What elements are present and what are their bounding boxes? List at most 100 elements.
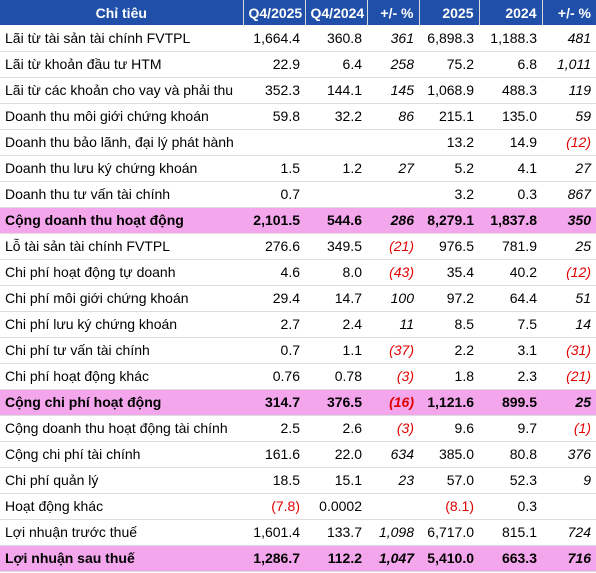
row-q4-2025: 18.5 [243,467,305,494]
row-label: Cộng doanh thu hoạt động [0,207,243,234]
row-label: Doanh thu tư vấn tài chính [0,181,243,208]
table-row: Doanh thu tư vấn tài chính 0.7 3.2 0.3 867 [0,181,596,208]
row-y-change: (21) [542,363,596,390]
row-q4-2024: 14.7 [305,285,367,312]
row-label: Doanh thu môi giới chứng khoán [0,103,243,130]
row-2025: 976.5 [419,233,479,260]
table-body: Lãi từ tài sản tài chính FVTPL 1,664.4 360… [0,25,596,572]
row-q4-2025: 1,664.4 [243,25,305,52]
table-row: Cộng doanh thu hoạt động tài chính 2.5 2.6… [0,415,596,442]
row-2025: 1.8 [419,363,479,390]
row-2024: 4.1 [479,155,542,182]
row-label: Lợi nhuận sau thuế [0,545,243,572]
row-q4-2025: 2.7 [243,311,305,338]
row-label: Chi phí hoạt động khác [0,363,243,390]
row-label: Hoạt động khác [0,493,243,520]
row-q4-2024: 544.6 [305,207,367,234]
row-q4-2025: 0.7 [243,337,305,364]
row-q4-2024: 8.0 [305,259,367,286]
row-q4-2024: 349.5 [305,233,367,260]
row-label: Chi phí môi giới chứng khoán [0,285,243,312]
row-q-change [367,493,419,520]
row-label: Doanh thu lưu ký chứng khoán [0,155,243,182]
row-q4-2024 [305,129,367,156]
table-row: Chi phí môi giới chứng khoán 29.4 14.7 100 9… [0,285,596,312]
header-q4-2025: Q4/2025 [242,0,305,25]
table-row: Lãi từ các khoản cho vay và phải thu 352.… [0,77,596,104]
row-label: Lỗ tài sản tài chính FVTPL [0,233,243,260]
row-2024: 135.0 [479,103,542,130]
row-q4-2024: 32.2 [305,103,367,130]
row-y-change: 9 [542,467,596,494]
row-label: Chi phí tư vấn tài chính [0,337,243,364]
row-2024: 0.3 [479,493,542,520]
row-2025: 2.2 [419,337,479,364]
row-2025: 57.0 [419,467,479,494]
row-label: Lãi từ tài sản tài chính FVTPL [0,25,243,52]
row-y-change: 119 [542,77,596,104]
row-q4-2025: 0.7 [243,181,305,208]
row-q4-2025: 0.76 [243,363,305,390]
row-2025: 13.2 [419,129,479,156]
row-2025: 75.2 [419,51,479,78]
row-label: Lãi từ khoản đầu tư HTM [0,51,243,78]
table-header-row: Chỉ tiêu Q4/2025 Q4/2024 +/- % 2025 2024… [0,0,596,25]
row-q4-2025 [243,129,305,156]
row-label: Chi phí hoạt động tự doanh [0,259,243,286]
row-q-change: (16) [367,389,419,416]
row-q-change: 11 [367,311,419,338]
row-q4-2025: 59.8 [243,103,305,130]
table-row: Lãi từ khoản đầu tư HTM 22.9 6.4 258 75.2 6.8… [0,51,596,78]
row-2024: 7.5 [479,311,542,338]
row-label: Doanh thu bảo lãnh, đại lý phát hành [0,129,243,156]
row-q4-2024: 1.2 [305,155,367,182]
row-y-change: 25 [542,389,596,416]
row-q-change: 145 [367,77,419,104]
row-q4-2024: 112.2 [305,545,367,572]
table-row: Chi phí quản lý 18.5 15.1 23 57.0 52.3 9 [0,467,596,494]
row-2025: 215.1 [419,103,479,130]
row-q-change: (21) [367,233,419,260]
row-q-change: 1,047 [367,545,419,572]
row-label: Cộng chi phí tài chính [0,441,243,468]
row-y-change: 716 [542,545,596,572]
row-2024: 6.8 [479,51,542,78]
row-2024: 781.9 [479,233,542,260]
row-2024: 64.4 [479,285,542,312]
row-q4-2024: 15.1 [305,467,367,494]
row-q4-2024: 133.7 [305,519,367,546]
header-y-change: +/- % [541,0,596,25]
row-y-change: 51 [542,285,596,312]
row-y-change: 350 [542,207,596,234]
row-2025: 1,068.9 [419,77,479,104]
row-y-change: (12) [542,129,596,156]
table-row: Doanh thu bảo lãnh, đại lý phát hành 13.2… [0,129,596,156]
row-2024: 815.1 [479,519,542,546]
row-2025: 6,717.0 [419,519,479,546]
row-q4-2025: 1,601.4 [243,519,305,546]
row-q-change: 23 [367,467,419,494]
row-q-change: (3) [367,415,419,442]
table-row: Cộng chi phí tài chính 161.6 22.0 634 385.0 8… [0,441,596,468]
row-y-change: (1) [542,415,596,442]
row-2025: 1,121.6 [419,389,479,416]
row-q4-2025: 4.6 [243,259,305,286]
row-q-change: 27 [367,155,419,182]
header-q-change: +/- % [366,0,419,25]
row-2024: 488.3 [479,77,542,104]
row-q4-2024 [305,181,367,208]
row-q4-2025: 29.4 [243,285,305,312]
row-2024: 0.3 [479,181,542,208]
row-q4-2024: 0.78 [305,363,367,390]
row-label: Lợi nhuận trước thuế [0,519,243,546]
row-2025: 5.2 [419,155,479,182]
header-label: Chỉ tiêu [95,4,147,21]
row-q4-2025: 22.9 [243,51,305,78]
row-y-change: (31) [542,337,596,364]
row-q4-2025: 2.5 [243,415,305,442]
row-2024: 40.2 [479,259,542,286]
row-2025: 3.2 [419,181,479,208]
table-row: Chi phí hoạt động tự doanh 4.6 8.0 (43) 35.4… [0,259,596,286]
row-q-change: 100 [367,285,419,312]
